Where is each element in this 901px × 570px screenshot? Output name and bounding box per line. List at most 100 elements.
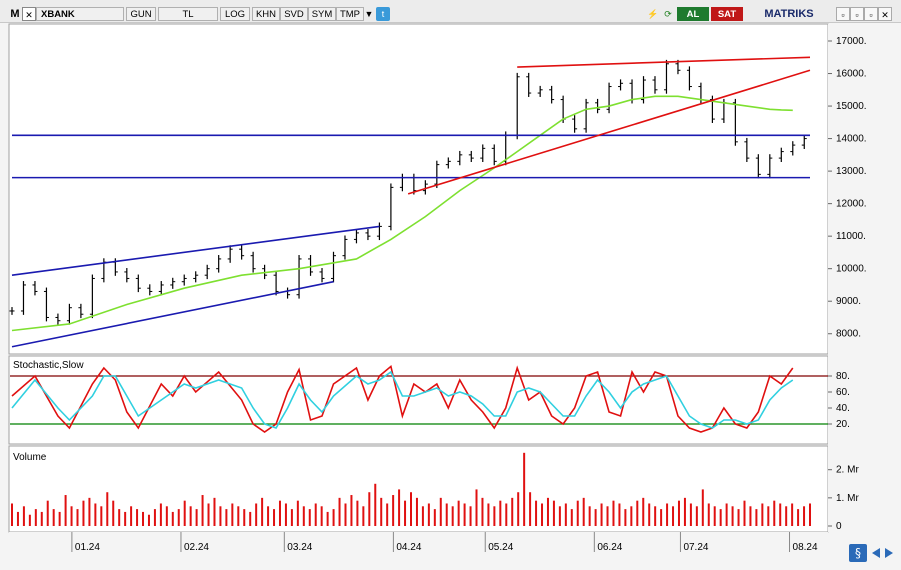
volume-bar [588,506,591,526]
volume-bar [576,500,579,526]
volume-bar [767,506,770,526]
volume-bar [290,509,293,526]
volume-bar [302,506,305,526]
volume-bar [213,497,216,526]
volume-bar [142,511,145,526]
volume-bar [11,503,13,526]
volume-bar [100,506,103,526]
symbol-field[interactable]: XBANK [36,7,124,21]
volume-bar [469,506,472,526]
time-tick-label: 02.24 [184,542,209,553]
volume-bar [755,509,758,526]
close-icon[interactable]: ✕ [22,7,36,21]
volume-bar [743,500,746,526]
khn-button[interactable]: KHN [252,7,280,21]
buy-button[interactable]: AL [677,7,709,21]
period-button[interactable]: GUN [126,7,156,21]
volume-bar [249,511,252,526]
refresh-icon[interactable]: ⟳ [664,9,672,19]
sym-button[interactable]: SYM [308,7,336,21]
volume-bar [445,503,448,526]
restore-icon[interactable]: ▫ [850,7,864,21]
price-tick-label: 14000. [836,134,867,145]
dropdown-arrow-icon[interactable]: ▼ [364,9,374,19]
volume-bar [124,511,127,526]
stochastic-k-line [11,364,794,433]
volume-bar [380,497,383,526]
volume-bar [76,509,79,526]
nav-controls: § [849,544,893,562]
volume-bar [773,500,776,526]
volume-bar [689,503,692,526]
volume-bar [58,511,61,526]
volume-bar [517,492,520,526]
volume-bar [338,497,341,526]
volume-bar [636,500,639,526]
volume-bar [314,503,317,526]
time-tick-label: 04.24 [396,542,421,553]
volume-bar [398,489,401,526]
volume-bar [731,506,734,526]
volume-bar [177,509,180,526]
volume-bar [278,500,281,526]
scroll-right-icon[interactable] [885,548,893,558]
volume-bar [326,511,329,526]
volume-bar [600,503,603,526]
volume-bar [439,497,442,526]
lightning-icon[interactable]: ⚡ [647,9,659,19]
volume-bar [797,509,800,526]
volume-bar [427,503,430,526]
volume-bar [52,509,55,526]
volume-bar [606,506,609,526]
volume-bar [761,503,764,526]
scroll-left-icon[interactable] [872,548,880,558]
volume-bar [558,506,561,526]
volume-bar [463,503,466,526]
volume-bar [34,509,37,526]
price-tick-label: 15000. [836,101,867,112]
volume-bar [785,506,788,526]
volume-bar [487,503,490,526]
volume-bar [64,495,67,526]
volume-bar [82,500,85,526]
volume-bar [713,506,716,526]
volume-bar [648,503,651,526]
volume-bar [475,489,478,526]
volume-title: Volume [13,452,47,463]
volume-bar [612,500,615,526]
menu-m-button[interactable]: M [10,8,20,20]
price-tick-label: 16000. [836,69,867,80]
price-tick-label: 13000. [836,166,867,177]
maximize-icon[interactable]: ▫ [864,7,878,21]
volume-bar [701,489,704,526]
twitter-icon[interactable]: t [376,7,390,21]
sell-button[interactable]: SAT [711,7,743,21]
minimize-icon[interactable]: ▫ [836,7,850,21]
volume-tick-label: 1. Mr [836,493,859,504]
volume-bar [809,503,811,526]
volume-bar [642,497,645,526]
volume-bar [308,509,311,526]
volume-bar [546,497,549,526]
svd-button[interactable]: SVD [280,7,308,21]
stochastic-title: Stochastic,Slow [13,360,84,371]
log-button[interactable]: LOG [220,7,250,21]
window-close-icon[interactable]: ✕ [878,7,892,21]
stochastic-tick-label: 20. [836,419,850,430]
volume-bar [88,497,91,526]
volume-bar [332,509,335,526]
price-tick-label: 11000. [836,231,866,242]
price-tick-label: 12000. [836,199,867,210]
volume-bar [404,500,407,526]
tmp-button[interactable]: TMP [336,7,364,21]
volume-bar [725,503,728,526]
right-axis-area [828,24,898,532]
volume-bar [130,506,133,526]
time-tick-label: 05.24 [488,542,513,553]
volume-bar [582,497,585,526]
volume-bar [273,509,276,526]
currency-button[interactable]: TL [158,7,218,21]
volume-bar [183,500,186,526]
sync-button[interactable] [849,544,867,562]
